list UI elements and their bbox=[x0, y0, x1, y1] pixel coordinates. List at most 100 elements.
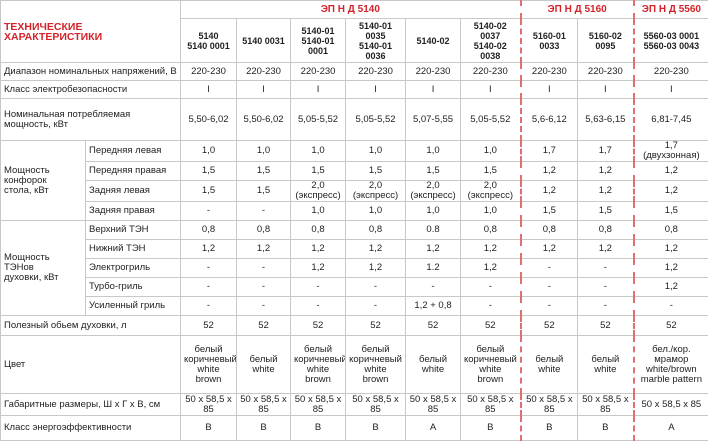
value-cell: 1,2 bbox=[521, 162, 578, 181]
value-cell: 52 bbox=[634, 316, 708, 336]
value-cell: 5,63-6,15 bbox=[578, 99, 634, 141]
value-cell: 50 х 58,5 х 85 bbox=[346, 394, 406, 416]
value-cell: 1,2 bbox=[578, 181, 634, 202]
value-cell: 50 х 58,5 х 85 bbox=[461, 394, 521, 416]
value-cell: - bbox=[237, 278, 291, 297]
value-cell: - bbox=[521, 297, 578, 316]
value-cell: - bbox=[181, 278, 237, 297]
value-cell: 6,81-7,45 bbox=[634, 99, 708, 141]
value-cell: 52 bbox=[578, 316, 634, 336]
value-cell: 1,2 bbox=[634, 240, 708, 259]
value-cell: 1,2 bbox=[237, 240, 291, 259]
model-header: 5140-01 0035 5140-01 0036 bbox=[346, 19, 406, 63]
value-cell: 1,2 bbox=[461, 240, 521, 259]
row-label: Цвет bbox=[1, 336, 181, 394]
value-cell: - bbox=[346, 297, 406, 316]
group-header: ЭП Н Д 5140 bbox=[181, 1, 521, 19]
value-cell: I bbox=[521, 81, 578, 99]
value-cell: 1,2 bbox=[634, 181, 708, 202]
value-cell: 1,2 bbox=[634, 278, 708, 297]
value-cell: 1,2 bbox=[461, 259, 521, 278]
value-cell: белый white bbox=[521, 336, 578, 394]
model-header: 5560-03 0001 5560-03 0043 bbox=[634, 19, 708, 63]
value-cell: 1,0 bbox=[291, 141, 346, 162]
value-cell: 220-230 bbox=[634, 63, 708, 81]
value-cell: 1,7 bbox=[578, 141, 634, 162]
value-cell: белый white bbox=[406, 336, 461, 394]
value-cell: 1,2 bbox=[578, 162, 634, 181]
group-header: ЭП Н Д 5160 bbox=[521, 1, 634, 19]
sub-label: Передняя правая bbox=[86, 162, 181, 181]
value-cell: 1,5 bbox=[237, 181, 291, 202]
value-cell: 5,07-5,55 bbox=[406, 99, 461, 141]
value-cell: 1,5 bbox=[237, 162, 291, 181]
table-title: ТЕХНИЧЕСКИЕ ХАРАКТЕРИСТИКИ bbox=[1, 1, 181, 63]
value-cell: 1,0 bbox=[346, 202, 406, 221]
row-label: Полезный обьем духовки, л bbox=[1, 316, 181, 336]
model-header: 5160-02 0095 bbox=[578, 19, 634, 63]
value-cell: 1,0 bbox=[237, 141, 291, 162]
value-cell: 1,2 bbox=[634, 162, 708, 181]
value-cell: 220-230 bbox=[181, 63, 237, 81]
model-header: 5160-01 0033 bbox=[521, 19, 578, 63]
value-cell: - bbox=[461, 278, 521, 297]
value-cell: 0,8 bbox=[346, 221, 406, 240]
value-cell: белый white bbox=[578, 336, 634, 394]
value-cell: 2,0 (экспресс) bbox=[461, 181, 521, 202]
value-cell: 52 bbox=[291, 316, 346, 336]
section-label: Мощность ТЭНов духовки, кВт bbox=[1, 221, 86, 316]
value-cell: 50 х 58,5 х 85 bbox=[521, 394, 578, 416]
value-cell: - bbox=[578, 278, 634, 297]
value-cell: 1,2 bbox=[181, 240, 237, 259]
sub-label: Верхний ТЭН bbox=[86, 221, 181, 240]
value-cell: 52 bbox=[521, 316, 578, 336]
value-cell: 50 х 58,5 х 85 bbox=[181, 394, 237, 416]
value-cell: I bbox=[406, 81, 461, 99]
value-cell: 1.2 bbox=[406, 259, 461, 278]
value-cell: 1,2 bbox=[406, 240, 461, 259]
value-cell: 2,0 (экспресс) bbox=[346, 181, 406, 202]
model-header: 5140 0031 bbox=[237, 19, 291, 63]
value-cell: 220-230 bbox=[237, 63, 291, 81]
value-cell: 1,0 bbox=[461, 141, 521, 162]
value-cell: 1,2 bbox=[291, 240, 346, 259]
value-cell: I bbox=[461, 81, 521, 99]
value-cell: белый коричневый white brown bbox=[461, 336, 521, 394]
sub-label: Усиленный гриль bbox=[86, 297, 181, 316]
value-cell: 52 bbox=[237, 316, 291, 336]
value-cell: - bbox=[237, 259, 291, 278]
value-cell: 1,2 bbox=[634, 259, 708, 278]
value-cell: 0,8 bbox=[521, 221, 578, 240]
value-cell: 0,8 bbox=[181, 221, 237, 240]
value-cell: 1,5 bbox=[181, 162, 237, 181]
value-cell: 0,8 bbox=[461, 221, 521, 240]
value-cell: - bbox=[237, 202, 291, 221]
value-cell: - bbox=[578, 297, 634, 316]
value-cell: 5,50-6,02 bbox=[181, 99, 237, 141]
value-cell: 1,0 bbox=[346, 141, 406, 162]
sub-label: Турбо-гриль bbox=[86, 278, 181, 297]
value-cell: 1,0 bbox=[461, 202, 521, 221]
value-cell: 5,6-6,12 bbox=[521, 99, 578, 141]
value-cell: 5,05-5,52 bbox=[461, 99, 521, 141]
section-label: Мощность конфорок стола, кВт bbox=[1, 141, 86, 221]
value-cell: белый коричневый white brown bbox=[291, 336, 346, 394]
value-cell: - bbox=[291, 278, 346, 297]
value-cell: I bbox=[634, 81, 708, 99]
value-cell: 1,5 bbox=[634, 202, 708, 221]
value-cell: 5,05-5,52 bbox=[291, 99, 346, 141]
value-cell: 1,0 bbox=[181, 141, 237, 162]
sub-row: Турбо-гриль--------1,2 bbox=[1, 278, 708, 297]
row-label: Габаритные размеры, Ш х Г х В, см bbox=[1, 394, 181, 416]
value-cell: 0,8 bbox=[291, 221, 346, 240]
